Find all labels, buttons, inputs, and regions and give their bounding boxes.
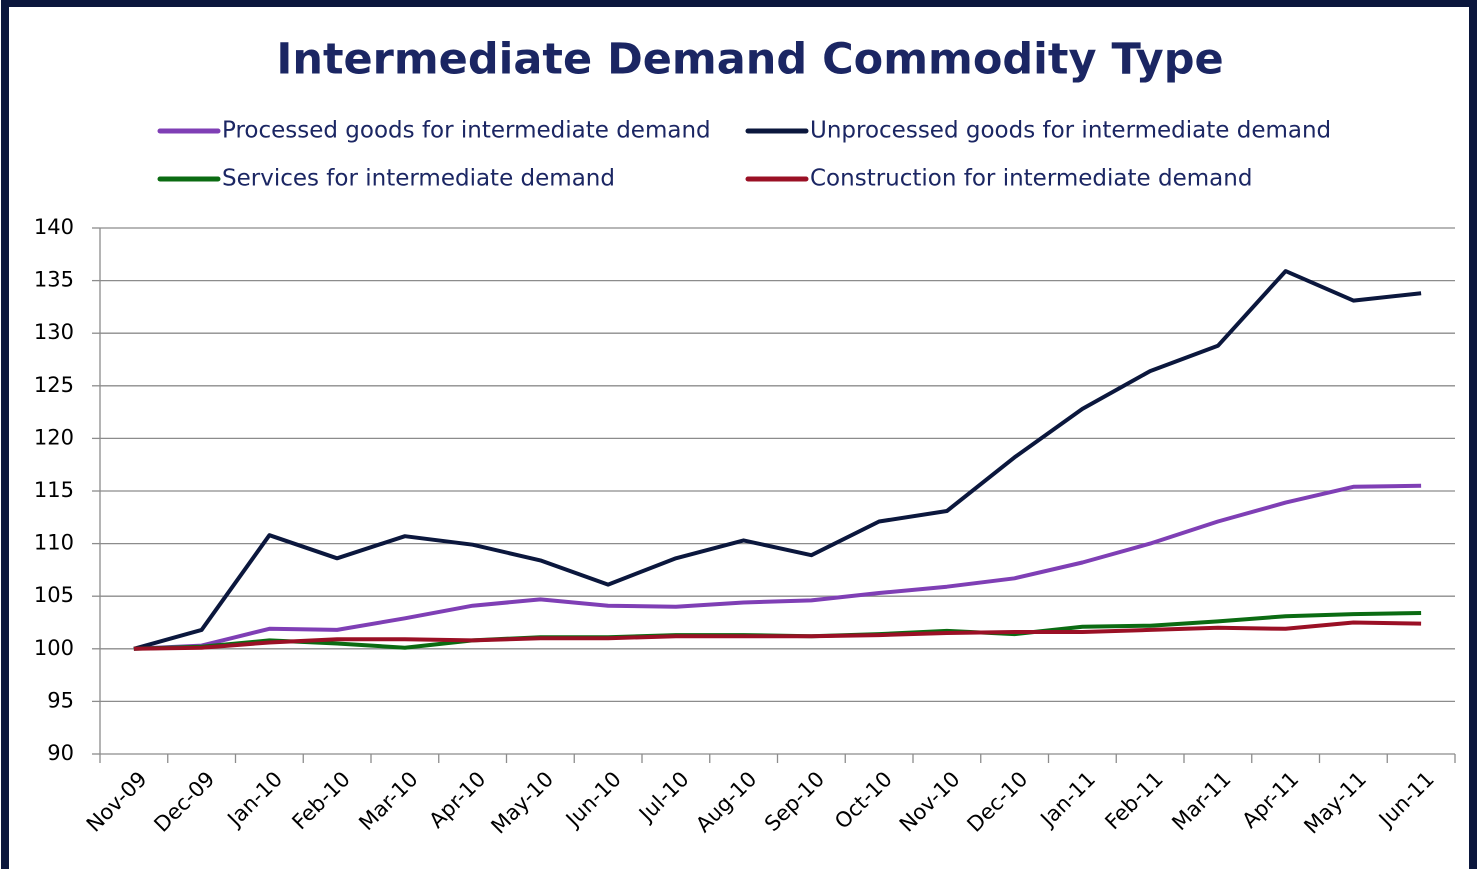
chart-title: Intermediate Demand Commodity Type — [276, 35, 1223, 85]
y-tick-label: 135 — [34, 268, 74, 292]
y-tick-label: 115 — [34, 478, 74, 502]
x-tick-label: May-11 — [1299, 767, 1371, 839]
x-tick-label: Jun-10 — [560, 767, 626, 833]
x-tick-label: Jan-10 — [222, 767, 288, 833]
series-line — [133, 483, 1422, 651]
y-tick-label: 90 — [47, 741, 74, 765]
x-tick-label: Dec-09 — [149, 767, 219, 837]
legend-label: Construction for intermediate demand — [810, 166, 1252, 192]
series-line — [133, 620, 1422, 651]
x-tick-label: Aug-10 — [691, 767, 761, 837]
x-tick-label: Sep-10 — [760, 767, 829, 836]
x-tick-label: Feb-11 — [1100, 767, 1168, 835]
y-tick-label: 125 — [34, 373, 74, 397]
series-line — [133, 269, 1422, 651]
x-tick-label: Mar-10 — [354, 767, 422, 835]
x-tick-label: Apr-11 — [1237, 767, 1303, 833]
x-tick-label: Mar-11 — [1167, 767, 1235, 835]
x-tick-label: Nov-09 — [82, 767, 152, 837]
x-tick-label: Oct-10 — [830, 767, 897, 834]
y-tick-label: 140 — [34, 215, 74, 239]
legend-label: Processed goods for intermediate demand — [222, 118, 711, 144]
y-tick-label: 100 — [34, 636, 74, 660]
legend-label: Services for intermediate demand — [222, 166, 615, 192]
x-tick-label: Nov-10 — [895, 767, 965, 837]
x-tick-label: Apr-10 — [424, 767, 490, 833]
y-tick-label: 110 — [34, 531, 74, 555]
x-tick-label: Feb-10 — [287, 767, 355, 835]
x-tick-label: Jul-10 — [633, 767, 694, 828]
y-tick-label: 105 — [34, 583, 74, 607]
x-tick-label: Jan-11 — [1035, 767, 1101, 833]
x-tick-label: May-10 — [486, 767, 558, 839]
legend-label: Unprocessed goods for intermediate deman… — [810, 118, 1331, 144]
x-tick-label: Dec-10 — [962, 767, 1032, 837]
x-tick-label: Jun-11 — [1373, 767, 1439, 833]
y-tick-label: 130 — [34, 320, 74, 344]
y-tick-label: 95 — [47, 688, 74, 712]
y-tick-label: 120 — [34, 425, 74, 449]
